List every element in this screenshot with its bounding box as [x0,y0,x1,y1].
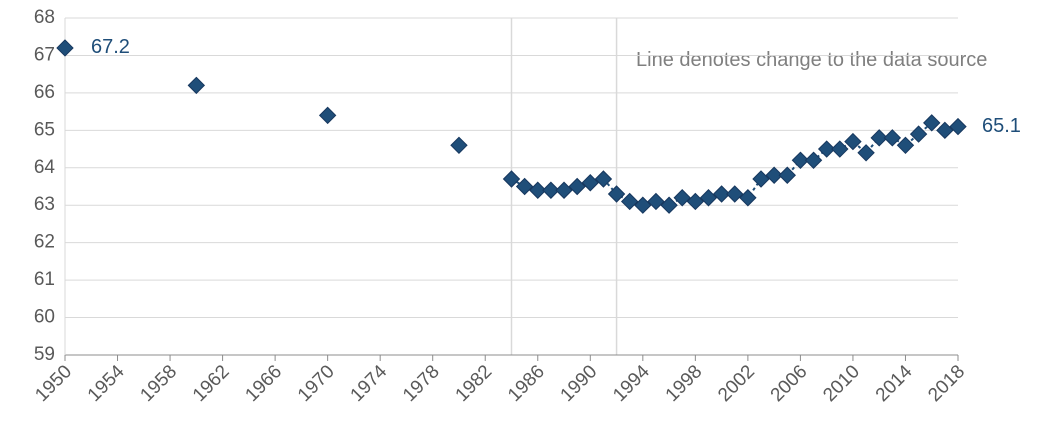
y-tick-label: 67 [34,44,55,65]
marker [529,181,547,199]
marker [752,170,770,188]
marker [502,170,521,188]
marker [923,114,941,132]
x-tick-label: 2002 [714,361,759,406]
data-label: 67.2 [91,36,130,58]
marker [634,196,652,214]
x-tick-label: 2018 [924,361,969,406]
marker [765,166,783,184]
marker [686,192,705,211]
marker [883,129,902,147]
annotation-box: Line denotes change to the data source [636,49,988,71]
marker [56,39,74,57]
marker [318,106,337,125]
marker [791,151,810,169]
marker [699,189,718,207]
y-tick-label: 64 [34,157,56,178]
marker [542,181,560,199]
x-tick-label: 1978 [399,361,444,406]
marker [647,192,665,211]
marker [870,129,888,147]
x-tick-label: 1982 [452,361,497,406]
marker [857,144,875,162]
x-tick-label: 1990 [557,361,602,406]
marker [620,192,639,211]
marker [831,140,849,158]
marker [909,125,928,143]
x-tick-label: 1954 [84,361,129,406]
data-label: 65.1 [982,115,1021,137]
x-tick-label: 1986 [504,361,549,406]
x-tick-label: 2014 [872,361,917,406]
x-tick-label: 1962 [189,361,234,406]
y-tick-label: 68 [34,7,55,28]
marker [844,132,862,151]
marker [712,185,731,203]
marker [739,189,757,207]
y-tick-label: 59 [34,344,55,365]
marker [778,166,796,184]
x-tick-label: 1958 [136,361,181,406]
marker [581,174,600,192]
y-tick-label: 61 [34,269,55,290]
marker [187,76,206,95]
y-tick-label: 60 [34,307,55,328]
marker [607,185,626,203]
x-tick-label: 1950 [31,361,76,406]
y-tick-label: 62 [34,232,55,253]
annotation: Line denotes change to the data source [636,49,988,71]
marker [673,189,691,207]
x-tick-label: 2006 [767,361,812,406]
marker [660,196,678,214]
marker [515,177,534,196]
marker [450,136,468,155]
y-tick-label: 63 [34,194,55,215]
marker [817,140,836,158]
marker [896,136,915,155]
y-tick-label: 66 [34,82,55,103]
marker [726,185,744,203]
x-tick-label: 1966 [241,361,286,406]
marker [804,151,823,169]
y-tick-label: 65 [34,119,55,140]
x-tick-label: 1998 [662,361,707,406]
marker [949,117,967,136]
x-tick-label: 1970 [294,361,339,406]
x-tick-label: 1994 [609,361,654,406]
marker [594,170,613,188]
x-tick-label: 2010 [819,361,864,406]
marker [555,181,573,199]
marker [936,121,954,140]
marker [568,177,586,196]
x-tick-label: 1974 [347,361,392,406]
